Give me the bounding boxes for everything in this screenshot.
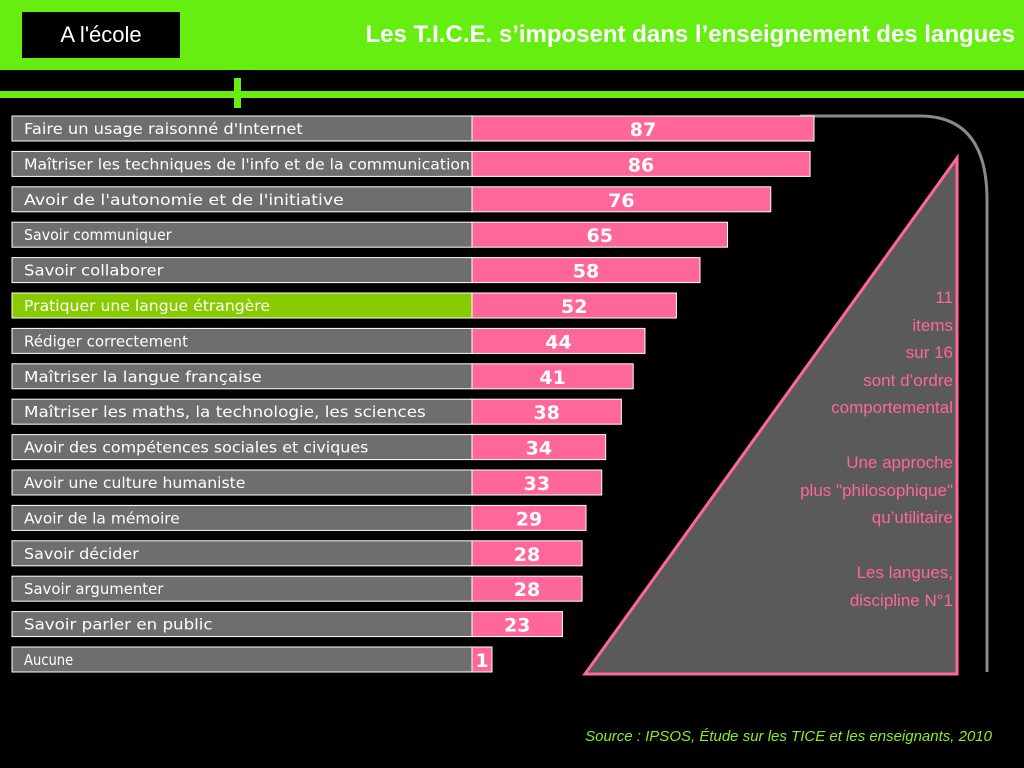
category-label: Rédiger correctement xyxy=(24,332,188,350)
triangle-panel xyxy=(582,153,959,676)
category-label: Faire un usage raisonné d'Internet xyxy=(24,120,303,138)
value-bar xyxy=(471,186,772,213)
value-bar xyxy=(471,363,634,390)
triangle-text-line: Une approche xyxy=(846,453,953,472)
value-label: 33 xyxy=(524,473,550,495)
value-bar xyxy=(471,434,607,461)
value-bar xyxy=(471,611,563,638)
triangle-text-line: comportemental xyxy=(831,398,953,417)
category-label-bg xyxy=(11,150,473,177)
category-label-bg xyxy=(11,611,473,638)
source-note: Source : IPSOS, Étude sur les TICE et le… xyxy=(585,728,992,745)
value-bar xyxy=(471,150,811,177)
header-bar: A l'école Les T.I.C.E. s’imposent dans l… xyxy=(0,0,1024,70)
value-label: 29 xyxy=(516,508,542,530)
chart-frame-curve xyxy=(800,114,989,672)
value-bar xyxy=(471,540,583,567)
value-label: 28 xyxy=(514,579,540,601)
category-label-bg xyxy=(11,292,473,319)
category-label: Savoir collaborer xyxy=(24,262,164,280)
triangle-text-line: Les langues, xyxy=(856,563,953,582)
category-label: Savoir communiquer xyxy=(24,226,172,244)
value-label: 34 xyxy=(526,438,552,460)
value-label: 87 xyxy=(630,119,656,141)
category-label: Savoir argumenter xyxy=(24,580,164,598)
value-label: 1 xyxy=(475,650,488,672)
category-label-bg xyxy=(11,115,473,142)
category-label: Avoir de l'autonomie et de l'initiative xyxy=(24,191,344,209)
triangle-text-line: sont d’ordre xyxy=(863,370,953,390)
value-bar xyxy=(471,398,622,425)
category-label-bg xyxy=(11,363,473,390)
category-label-bg xyxy=(11,646,473,673)
value-label: 38 xyxy=(533,402,559,424)
value-bar xyxy=(471,292,677,319)
category-label: Avoir des compétences sociales et civiqu… xyxy=(24,439,369,457)
value-bar xyxy=(471,257,701,284)
value-bar xyxy=(471,575,583,602)
value-label: 41 xyxy=(539,367,565,389)
triangle-text-line xyxy=(720,422,953,450)
category-label: Avoir une culture humaniste xyxy=(24,474,245,492)
value-label: 58 xyxy=(573,261,599,283)
value-label: 28 xyxy=(514,544,540,566)
value-bar xyxy=(471,469,603,496)
category-label-bg xyxy=(11,221,473,248)
value-bar xyxy=(471,221,729,248)
value-label: 23 xyxy=(504,615,530,637)
value-bar xyxy=(471,115,815,142)
category-label: Avoir de la mémoire xyxy=(24,509,180,527)
category-label-bg xyxy=(11,469,473,496)
category-label-bg xyxy=(11,434,473,461)
triangle-text-line: 11 xyxy=(935,288,953,307)
value-bar xyxy=(471,504,587,531)
value-label: 44 xyxy=(545,331,571,353)
category-label-bg xyxy=(11,575,473,602)
category-label: Pratiquer une langue étrangère xyxy=(24,297,270,315)
value-label: 76 xyxy=(608,190,634,212)
section-tag: A l'école xyxy=(22,12,180,58)
triangle-text-line: qu’utilitaire xyxy=(871,508,953,527)
triangle-text-line: plus "philosophique" xyxy=(800,480,953,500)
divider-line xyxy=(0,91,1024,98)
value-bar xyxy=(471,327,646,354)
triangle-text-line: items xyxy=(912,315,953,335)
triangle-text-line: discipline N°1 xyxy=(849,590,953,610)
page-title: Les T.I.C.E. s’imposent dans l’enseignem… xyxy=(365,21,1015,48)
value-label: 52 xyxy=(561,296,587,318)
category-label-bg xyxy=(11,257,473,284)
category-label-bg xyxy=(11,186,473,213)
value-label: 86 xyxy=(628,154,654,176)
category-label: Maîtriser la langue française xyxy=(24,368,262,386)
category-label: Maîtriser les techniques de l'info et de… xyxy=(24,155,470,173)
category-label: Savoir parler en public xyxy=(24,616,213,634)
category-label-bg xyxy=(11,540,473,567)
category-label-bg xyxy=(11,504,473,531)
triangle-text-line xyxy=(720,532,953,560)
category-label: Savoir décider xyxy=(24,545,140,563)
cross-mark-bar xyxy=(228,91,247,98)
value-label: 65 xyxy=(587,225,613,247)
category-label: Maîtriser les maths, la technologie, les… xyxy=(24,403,426,421)
triangle-text-line: sur 16 xyxy=(905,343,953,362)
category-label-bg xyxy=(11,398,473,425)
category-label: Aucune xyxy=(24,651,73,669)
triangle-text: 11 items sur 16 sont d’ordre comportemental … xyxy=(720,284,953,614)
value-bar xyxy=(471,646,493,673)
